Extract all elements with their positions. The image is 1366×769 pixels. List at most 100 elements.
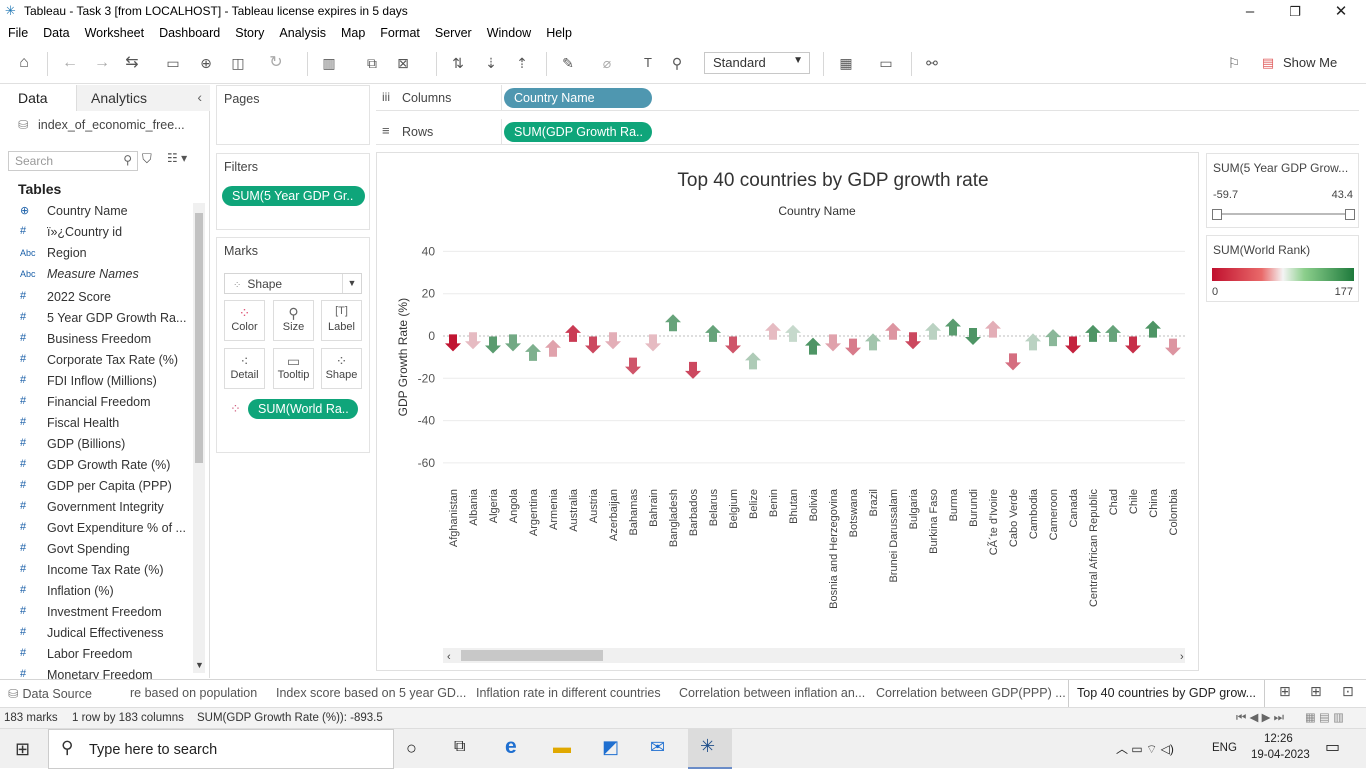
sheet-tab[interactable]: Correlation between inflation an... (679, 686, 866, 700)
field-item[interactable]: # Govt Expenditure % of ... (0, 518, 192, 539)
sheet-tab[interactable]: Index score based on 5 year GD... (276, 686, 467, 700)
tooltip-button[interactable]: ▭ Tooltip (273, 348, 314, 389)
field-item[interactable]: # Corporate Tax Rate (%) (0, 350, 192, 371)
new-datasource-icon[interactable]: ⊕ (200, 55, 212, 71)
filter-icon[interactable]: ⛉ (142, 151, 152, 166)
field-item[interactable]: ⊕ Country Name (0, 201, 192, 222)
field-item[interactable]: # GDP per Capita (PPP) (0, 476, 192, 497)
field-item[interactable]: #2022 Score (0, 287, 192, 308)
pages-card[interactable]: Pages (216, 85, 370, 145)
field-item[interactable]: # Labor Freedom (0, 644, 192, 665)
field-item[interactable]: # Judical Effectiveness (0, 623, 192, 644)
highlight-icon[interactable]: ✎ (562, 55, 574, 71)
store-icon[interactable]: ◩ (602, 737, 620, 757)
data-source[interactable]: ⛁ index_of_economic_free... (18, 117, 185, 132)
clear-sheet-icon[interactable]: ⊠ (397, 55, 409, 71)
notification-icon[interactable]: ▭ (1325, 739, 1341, 756)
field-item[interactable]: # FDI Inflow (Millions) (0, 371, 192, 392)
show-me-icon[interactable]: ▤ (1261, 55, 1275, 70)
label-icon[interactable]: T (644, 55, 652, 70)
new-dashboard-icon[interactable]: ⊞ (1310, 683, 1322, 699)
group-icon[interactable]: ⌀ (602, 55, 612, 71)
sort-ascending-icon[interactable]: ⇣ (485, 55, 497, 71)
file-explorer-icon[interactable]: ▬ (553, 737, 571, 757)
tableau-taskbar-button[interactable]: ✳ (688, 729, 732, 769)
new-story-icon[interactable]: ⊡ (1342, 683, 1354, 699)
field-item[interactable]: # ï»¿Country id (0, 222, 192, 243)
tab-analytics[interactable]: Analytics ‹ (76, 85, 210, 111)
menu-item[interactable]: File (8, 26, 29, 40)
menu-item[interactable]: Worksheet (84, 26, 145, 40)
field-item[interactable]: # Financial Freedom (0, 392, 192, 413)
tab-data-source[interactable]: ⛁ Data Source (8, 686, 92, 701)
size-button[interactable]: ⚲ Size (273, 300, 314, 341)
fit-icon[interactable]: ▦ (839, 55, 853, 71)
restore-button[interactable]: ❐ (1289, 4, 1301, 19)
menu-item[interactable]: Format (380, 26, 420, 40)
field-item[interactable]: Abc Measure Names (0, 264, 192, 285)
system-tray-icons[interactable]: ︿ ▭ ⌔ ◁) (1116, 742, 1174, 756)
taskbar-search-input[interactable]: ⚲ Type here to search (48, 729, 394, 769)
menu-item[interactable]: Server (434, 26, 472, 40)
field-item[interactable]: # Inflation (%) (0, 581, 192, 602)
field-item[interactable]: # Business Freedom (0, 329, 192, 350)
field-item[interactable]: # Fiscal Health (0, 413, 192, 434)
color-button[interactable]: ⁘ Color (224, 300, 265, 341)
presentation-icon[interactable]: ▭ (879, 55, 893, 71)
sheet-tab[interactable]: re based on population (130, 686, 258, 700)
sheet-tab[interactable]: Inflation rate in different countries (476, 686, 661, 700)
range-max-handle[interactable] (1345, 209, 1355, 220)
new-worksheet-icon[interactable]: ⊞ (1279, 683, 1291, 699)
collapse-icon[interactable]: ‹ (197, 89, 202, 105)
home-icon[interactable]: ⌂ (19, 54, 29, 71)
field-item[interactable]: # Monetary Freedom (0, 665, 192, 686)
sort-descending-icon[interactable]: ⇡ (516, 55, 528, 71)
scroll-down-icon[interactable]: ▼ (195, 660, 204, 670)
save-icon[interactable]: ▭ (166, 55, 180, 71)
menu-item[interactable]: Dashboard (159, 26, 221, 40)
show-me-button[interactable]: Show Me (1283, 55, 1338, 70)
menu-item[interactable]: Analysis (279, 26, 326, 40)
field-item[interactable]: #5 Year GDP Growth Ra... (0, 308, 192, 329)
filters-card[interactable]: Filters SUM(5 Year GDP Gr.. (216, 153, 370, 230)
field-search-input[interactable]: Search ⚲ (8, 151, 138, 171)
field-list-scrollbar[interactable] (193, 203, 205, 673)
replay-icon[interactable]: ⇆ (125, 54, 139, 71)
mark-type-select[interactable]: ⁘ Shape ▼ (224, 273, 362, 294)
share-icon[interactable]: ⚯ (926, 55, 938, 71)
menu-item[interactable]: Data (43, 26, 70, 40)
refresh-icon[interactable]: ↻ (269, 54, 283, 71)
field-item[interactable]: # Government Integrity (0, 497, 192, 518)
field-item[interactable]: # Investment Freedom (0, 602, 192, 623)
field-item[interactable]: Abc Region (0, 243, 192, 264)
menu-item[interactable]: Map (340, 26, 366, 40)
pin-icon[interactable]: ⚲ (671, 55, 683, 71)
pause-updates-icon[interactable]: ◫ (231, 55, 245, 71)
sheet-nav-icon[interactable]: ⏮ ◀ ▶ ⏭ (1236, 712, 1284, 724)
edge-icon[interactable]: e (505, 735, 517, 758)
task-view-icon[interactable]: ⧉ (454, 738, 466, 755)
filter-pill[interactable]: SUM(5 Year GDP Gr.. (222, 186, 365, 206)
view-options-icon[interactable]: ☷ ▾ (167, 151, 188, 165)
field-item[interactable]: # GDP Growth Rate (%) (0, 455, 192, 476)
menu-item[interactable]: Window (486, 26, 532, 40)
swap-icon[interactable]: ⇅ (452, 55, 464, 71)
new-worksheet-icon[interactable]: ▥ (322, 55, 336, 71)
field-item[interactable]: # GDP (Billions) (0, 434, 192, 455)
tab-data[interactable]: Data (0, 85, 76, 111)
label-button[interactable]: [T] Label (321, 300, 362, 341)
field-item[interactable]: # Income Tax Rate (%) (0, 560, 192, 581)
minimize-button[interactable]: – (1245, 3, 1255, 20)
range-min-handle[interactable] (1212, 209, 1222, 220)
menu-item[interactable]: Story (235, 26, 265, 40)
windows-start-icon[interactable]: ⊞ (15, 739, 31, 759)
language-indicator[interactable]: ENG (1212, 742, 1237, 754)
cortana-icon[interactable]: ○ (406, 738, 417, 758)
rows-pill[interactable]: SUM(GDP Growth Ra.. (504, 122, 652, 142)
shape-button[interactable]: ⁘ Shape (321, 348, 362, 389)
field-item[interactable]: # Govt Spending (0, 539, 192, 560)
columns-pill[interactable]: Country Name (504, 88, 652, 108)
color-pill[interactable]: SUM(World Ra.. (248, 399, 358, 419)
mail-icon[interactable]: ✉ (650, 737, 666, 757)
format-painter-icon[interactable]: ⚐ (1227, 55, 1241, 71)
